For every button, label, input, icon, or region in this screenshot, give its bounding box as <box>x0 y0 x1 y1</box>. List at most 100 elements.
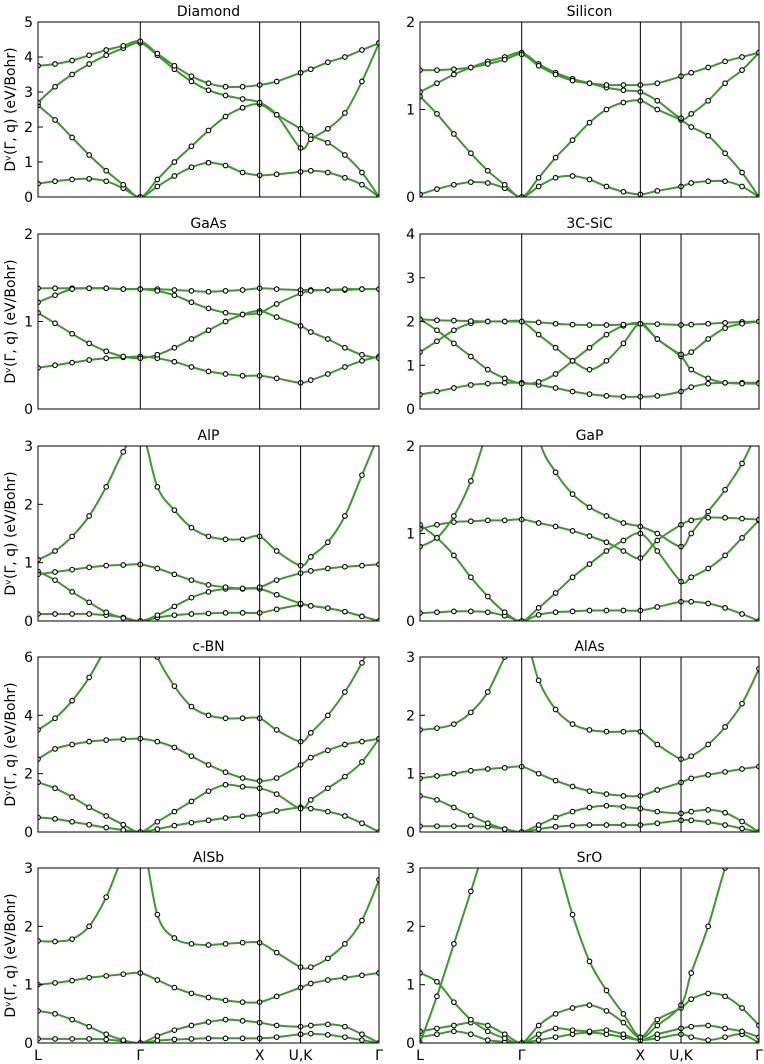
data-point <box>376 561 379 568</box>
data-point <box>468 608 474 615</box>
data-point <box>535 331 542 338</box>
data-point <box>620 99 627 106</box>
data-point <box>239 775 246 781</box>
data-point <box>620 607 627 614</box>
data-point <box>342 174 348 181</box>
data-point <box>222 609 229 616</box>
data-point <box>654 336 661 342</box>
data-point <box>154 826 161 832</box>
data-point <box>69 1016 75 1023</box>
data-point <box>52 785 58 792</box>
data-point <box>451 71 457 78</box>
data-point <box>359 972 365 979</box>
data-point <box>171 984 178 991</box>
data-point <box>171 292 178 299</box>
data-point <box>103 483 110 490</box>
data-point <box>484 366 491 373</box>
plot-frame <box>37 867 380 1044</box>
data-point <box>52 746 58 752</box>
data-point <box>705 380 712 387</box>
x-tick-label: Γ <box>755 1048 763 1064</box>
data-point <box>722 150 728 157</box>
data-point <box>376 735 379 742</box>
panel-title: AlP <box>198 428 220 444</box>
data-point <box>705 990 712 997</box>
series-group <box>420 446 759 621</box>
data-point <box>654 393 661 399</box>
data-point <box>552 706 559 713</box>
data-point <box>52 816 58 822</box>
data-point <box>451 1022 457 1029</box>
data-point <box>739 1005 745 1011</box>
data-point <box>705 1037 712 1043</box>
data-point <box>188 164 195 171</box>
data-point <box>688 517 695 524</box>
data-point <box>325 955 331 962</box>
series-line-2 <box>38 103 379 197</box>
data-point <box>451 1028 457 1035</box>
data-point <box>205 288 212 295</box>
data-point <box>154 1037 161 1043</box>
data-point <box>451 317 457 324</box>
data-point <box>205 368 212 375</box>
data-point <box>688 180 695 186</box>
data-point <box>52 938 58 945</box>
data-point <box>620 188 627 195</box>
y-tick-label: 5 <box>24 15 33 31</box>
data-point <box>434 1025 440 1032</box>
data-point <box>52 117 58 123</box>
data-point <box>688 808 695 815</box>
data-point <box>69 936 75 943</box>
data-point <box>239 169 246 176</box>
data-point <box>205 327 212 334</box>
data-point <box>654 537 661 544</box>
data-point <box>654 787 661 793</box>
data-point <box>86 821 92 828</box>
data-point <box>468 382 474 388</box>
series-group <box>38 38 379 197</box>
data-point <box>705 1022 712 1029</box>
data-point <box>603 728 610 735</box>
data-point <box>69 697 75 704</box>
data-point <box>501 375 508 382</box>
data-point <box>654 1016 661 1023</box>
data-point <box>569 388 576 395</box>
series-group <box>420 316 759 400</box>
data-point <box>552 385 559 391</box>
data-point <box>484 180 491 186</box>
data-point <box>586 607 593 614</box>
data-point <box>603 548 610 554</box>
data-point <box>654 548 661 554</box>
data-point <box>535 62 542 69</box>
y-tick-label: 2 <box>24 227 33 243</box>
data-point <box>535 1037 542 1043</box>
data-point <box>273 111 280 118</box>
data-point <box>239 83 246 90</box>
data-point <box>154 351 161 358</box>
data-point <box>376 970 379 976</box>
data-point <box>756 1034 759 1041</box>
data-point <box>434 773 440 779</box>
data-point <box>307 66 314 73</box>
data-point <box>222 113 229 120</box>
y-tick-label: 2 <box>406 15 415 31</box>
data-point <box>705 806 712 813</box>
data-point <box>154 176 161 183</box>
data-point <box>501 517 508 524</box>
data-point <box>468 318 474 324</box>
data-point <box>739 54 745 60</box>
data-point <box>325 139 331 146</box>
data-point <box>603 987 610 994</box>
data-point <box>52 611 58 617</box>
data-point <box>654 1022 661 1029</box>
data-point <box>273 1022 280 1029</box>
data-point <box>342 54 348 60</box>
data-point <box>569 1005 576 1011</box>
data-point <box>569 911 576 918</box>
data-point <box>468 150 474 157</box>
y-tick-label: 2 <box>24 497 33 513</box>
data-point <box>451 66 457 73</box>
data-point <box>552 823 559 830</box>
data-point <box>535 183 542 190</box>
data-point <box>552 344 559 351</box>
